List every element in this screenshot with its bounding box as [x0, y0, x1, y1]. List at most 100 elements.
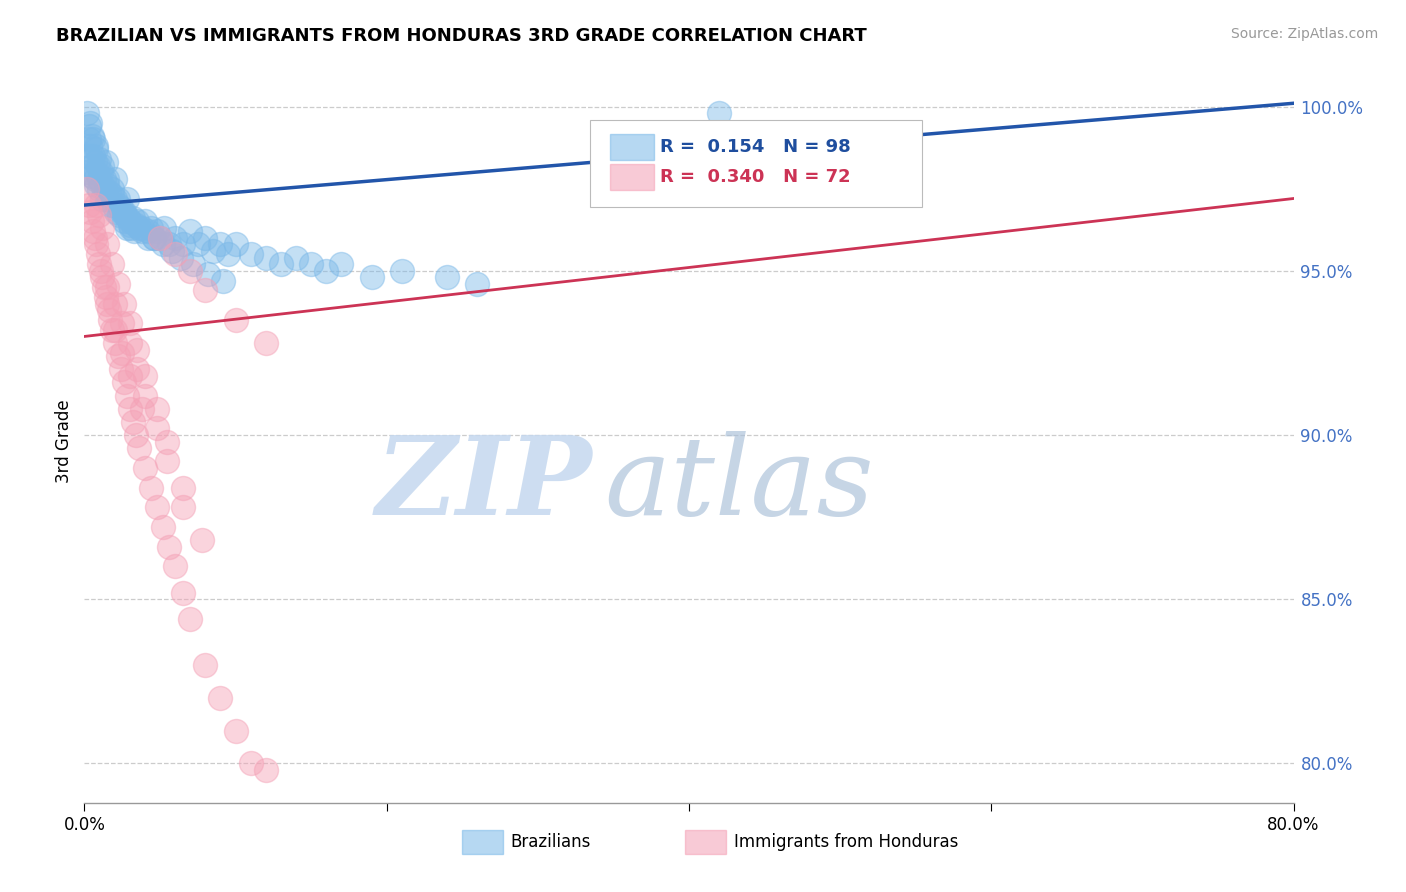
Point: [82, 132, 104, 146]
Point: [165, 559, 187, 574]
Point: [86, 142, 108, 156]
Point: [139, 481, 162, 495]
Point: [299, 257, 322, 271]
Point: [217, 247, 239, 261]
FancyBboxPatch shape: [610, 164, 654, 190]
Point: [86, 178, 108, 193]
Text: R =  0.340   N = 72: R = 0.340 N = 72: [659, 168, 851, 186]
Point: [87, 247, 110, 261]
Point: [134, 460, 156, 475]
Point: [156, 454, 179, 468]
FancyBboxPatch shape: [589, 120, 922, 207]
Point: [146, 224, 169, 238]
Point: [122, 224, 145, 238]
Text: R =  0.154   N = 98: R = 0.154 N = 98: [659, 137, 851, 156]
Point: [209, 690, 232, 705]
Point: [172, 500, 194, 515]
Point: [149, 231, 172, 245]
Point: [100, 182, 122, 196]
Point: [90, 264, 112, 278]
Point: [93, 280, 115, 294]
Point: [96, 280, 118, 294]
Point: [94, 290, 117, 304]
Point: [76, 182, 98, 196]
Point: [97, 303, 120, 318]
Point: [157, 237, 180, 252]
Point: [84, 171, 107, 186]
Point: [157, 540, 180, 554]
Point: [142, 231, 165, 245]
Point: [91, 192, 114, 206]
Point: [160, 244, 183, 258]
Point: [118, 401, 141, 416]
Point: [172, 237, 194, 252]
Point: [104, 296, 127, 310]
Point: [239, 756, 262, 771]
Point: [709, 106, 731, 120]
Point: [179, 264, 201, 278]
Point: [254, 336, 277, 351]
Point: [139, 221, 162, 235]
Point: [118, 214, 141, 228]
Point: [156, 434, 179, 449]
Point: [225, 723, 247, 738]
Point: [101, 198, 124, 212]
Point: [90, 165, 112, 179]
Text: Immigrants from Honduras: Immigrants from Honduras: [734, 833, 957, 851]
Point: [79, 139, 101, 153]
Point: [112, 376, 135, 390]
Point: [96, 178, 118, 193]
Point: [142, 231, 165, 245]
Point: [115, 221, 138, 235]
Point: [330, 257, 353, 271]
Point: [194, 231, 217, 245]
Point: [152, 237, 174, 252]
Point: [152, 520, 174, 534]
Point: [93, 171, 115, 186]
Point: [84, 231, 107, 245]
Point: [391, 264, 413, 278]
Point: [100, 257, 122, 271]
Point: [112, 296, 135, 310]
Point: [225, 313, 247, 327]
Point: [86, 165, 108, 179]
Point: [91, 159, 114, 173]
Point: [96, 171, 118, 186]
Point: [209, 237, 232, 252]
Point: [107, 192, 129, 206]
Point: [115, 388, 138, 402]
Point: [128, 221, 150, 235]
Point: [117, 211, 139, 226]
Point: [98, 313, 121, 327]
Point: [165, 231, 187, 245]
Point: [79, 204, 101, 219]
Point: [89, 208, 111, 222]
Point: [94, 155, 117, 169]
Point: [134, 388, 156, 402]
Point: [104, 323, 127, 337]
Point: [225, 237, 247, 252]
Point: [77, 149, 100, 163]
Point: [104, 336, 127, 351]
Point: [77, 132, 100, 146]
Point: [153, 221, 176, 235]
Point: [146, 500, 169, 515]
Point: [114, 208, 136, 222]
Point: [89, 182, 111, 196]
Point: [181, 257, 204, 271]
Point: [105, 204, 128, 219]
Point: [128, 441, 150, 455]
Point: [165, 247, 187, 261]
Point: [82, 224, 104, 238]
Point: [118, 218, 141, 232]
Point: [76, 165, 98, 179]
Point: [96, 192, 118, 206]
Point: [87, 159, 110, 173]
Point: [76, 106, 98, 120]
Point: [127, 214, 149, 228]
Point: [80, 129, 103, 144]
Point: [201, 244, 224, 258]
Point: [86, 237, 108, 252]
Text: BRAZILIAN VS IMMIGRANTS FROM HONDURAS 3RD GRADE CORRELATION CHART: BRAZILIAN VS IMMIGRANTS FROM HONDURAS 3R…: [56, 27, 868, 45]
Point: [270, 257, 292, 271]
